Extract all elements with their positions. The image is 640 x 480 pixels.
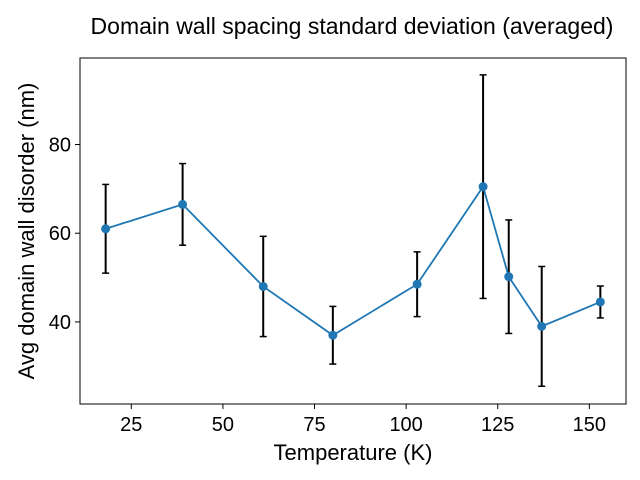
data-point <box>595 297 605 307</box>
axes-layer: 25 50 75 100 125 150 40 60 80 <box>49 135 606 437</box>
chart-title: Domain wall spacing standard deviation (… <box>91 13 614 39</box>
data-point <box>412 279 422 289</box>
y-tick-label: 60 <box>49 223 71 245</box>
plot-layer <box>101 74 605 388</box>
y-tick-label: 40 <box>49 312 71 334</box>
data-point <box>258 281 268 291</box>
plot-frame <box>79 57 627 405</box>
x-tick-label: 125 <box>481 414 514 436</box>
data-point <box>328 330 338 340</box>
data-point <box>478 182 488 192</box>
x-tick-label: 100 <box>389 414 422 436</box>
x-tick-label: 25 <box>120 414 142 436</box>
x-tick-label: 150 <box>573 414 606 436</box>
x-tick-label: 75 <box>303 414 325 436</box>
x-tick-label: 50 <box>212 414 234 436</box>
x-axis-label: Temperature (K) <box>274 440 433 465</box>
data-point <box>537 321 547 331</box>
y-tick-label: 80 <box>49 135 71 157</box>
series-line <box>105 184 601 337</box>
data-point <box>504 272 514 282</box>
data-point <box>178 199 188 209</box>
y-axis-label: Avg domain wall disorder (nm) <box>14 83 39 380</box>
data-point <box>101 224 111 234</box>
